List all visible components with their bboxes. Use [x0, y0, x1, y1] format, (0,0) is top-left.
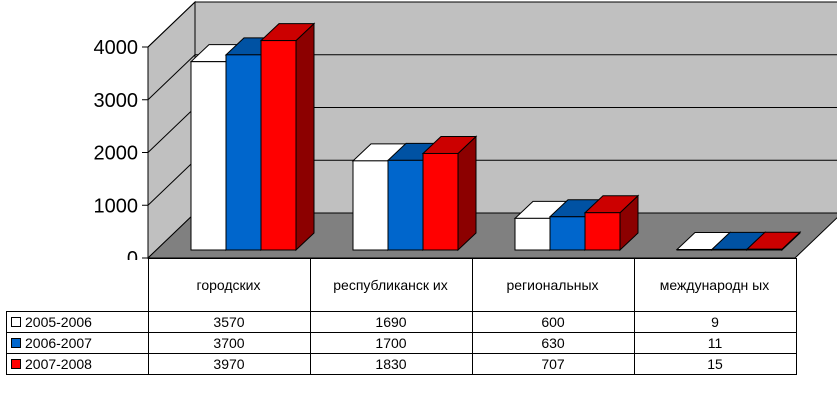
- data-table-row: 2005-2006 3570 1690 600 9: [7, 312, 797, 333]
- data-table-cell: 9: [634, 312, 796, 333]
- data-table-cell: 1690: [310, 312, 472, 333]
- category-label: региональных: [472, 259, 634, 312]
- category-label: городских: [148, 259, 310, 312]
- bar: [712, 249, 747, 250]
- series-name: 2005-2006: [25, 314, 92, 330]
- bar-side: [458, 136, 476, 250]
- data-table-row: 2007-2008 3970 1830 707 15: [7, 354, 797, 375]
- data-table-cell: 3970: [148, 354, 310, 375]
- bar: [388, 160, 423, 250]
- category-label-text: городских: [149, 277, 309, 294]
- data-table-corner: [7, 259, 149, 312]
- series-legend-label: 2006-2007: [7, 333, 149, 354]
- category-label-text: республиканск их: [311, 277, 471, 294]
- data-table-header: городских республиканск их региональных меж…: [7, 259, 797, 312]
- bar-side: [296, 24, 314, 250]
- bar: [226, 55, 261, 250]
- category-label-text: региональных: [473, 277, 633, 294]
- bar: [550, 217, 585, 250]
- data-table-row: 2006-2007 3700 1700 630 11: [7, 333, 797, 354]
- data-table-cell: 630: [472, 333, 634, 354]
- data-table-cell: 707: [472, 354, 634, 375]
- bar: [261, 41, 296, 250]
- bar: [191, 62, 226, 250]
- series-legend-label: 2005-2006: [7, 312, 149, 333]
- data-table-cell: 3700: [148, 333, 310, 354]
- data-table-cell: 1830: [310, 354, 472, 375]
- bar: [747, 249, 782, 250]
- y-tick-label: 3000: [94, 90, 139, 112]
- series-name: 2006-2007: [25, 335, 92, 351]
- data-table-cell: 11: [634, 333, 796, 354]
- category-label: международн ых: [634, 259, 796, 312]
- y-tick-label: 2000: [94, 143, 139, 165]
- bar: [677, 250, 712, 251]
- category-label-text: международн ых: [635, 277, 795, 294]
- bar: [585, 213, 620, 250]
- series-name: 2007-2008: [25, 356, 92, 372]
- legend-swatch: [11, 359, 21, 369]
- y-tick-label: 1000: [94, 195, 139, 217]
- bar: [515, 218, 550, 250]
- series-legend-label: 2007-2008: [7, 354, 149, 375]
- legend-swatch: [11, 338, 21, 348]
- data-table-cell: 600: [472, 312, 634, 333]
- bar: [423, 153, 458, 250]
- data-table-cell: 1700: [310, 333, 472, 354]
- category-label: республиканск их: [310, 259, 472, 312]
- y-tick-label: 4000: [94, 37, 139, 59]
- data-table-cell: 15: [634, 354, 796, 375]
- data-table: городских республиканск их региональных меж…: [6, 258, 797, 375]
- bar: [353, 161, 388, 250]
- data-table-cell: 3570: [148, 312, 310, 333]
- legend-swatch: [11, 317, 21, 327]
